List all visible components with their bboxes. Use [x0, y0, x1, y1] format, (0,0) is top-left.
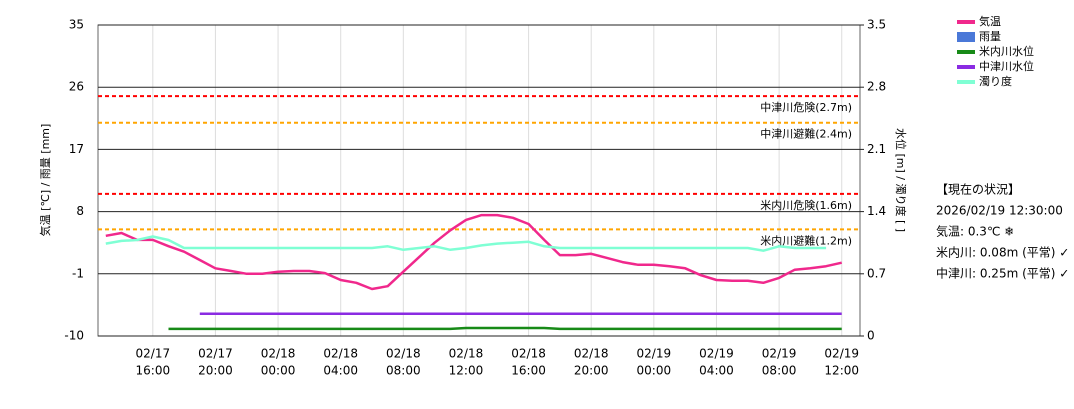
x-tick-label: 08:00 — [386, 364, 421, 378]
x-tick-label: 00:00 — [261, 364, 296, 378]
x-tick-label: 04:00 — [699, 364, 734, 378]
x-tick-label: 16:00 — [511, 364, 546, 378]
threshold-label: 米内川危険(1.6m) — [760, 198, 852, 212]
x-tick-label: 02/18 — [449, 347, 484, 361]
y-tick-label: 35 — [69, 18, 84, 32]
status-line: 【現在の状況】 — [936, 182, 1020, 197]
y2-tick-label: 0 — [867, 329, 875, 343]
x-tick-label: 02/18 — [323, 347, 358, 361]
status-line: 気温: 0.3℃ ❄ — [936, 224, 1014, 239]
legend-label: 濁り度 — [979, 74, 1012, 88]
threshold-label: 中津川危険(2.7m) — [760, 101, 852, 114]
x-tick-label: 02/19 — [762, 347, 797, 361]
series-line — [168, 326, 842, 331]
y-tick-label: 8 — [76, 204, 84, 218]
plot-frame — [97, 24, 861, 337]
x-tick-label: 12:00 — [824, 364, 859, 378]
x-tick-label: 02/18 — [261, 347, 296, 361]
x-tick-label: 20:00 — [574, 364, 609, 378]
y2-tick-label: 0.7 — [867, 266, 886, 280]
y2-tick-label: 2.1 — [867, 142, 886, 156]
series-line — [105, 213, 842, 291]
x-tick-label: 20:00 — [198, 364, 233, 378]
x-tick-label: 08:00 — [762, 364, 797, 378]
x-tick-label: 02/19 — [699, 347, 734, 361]
threshold-label: 中津川避難(2.4m) — [760, 127, 852, 141]
x-tick-label: 00:00 — [637, 364, 672, 378]
legend-label: 米内川水位 — [979, 44, 1034, 58]
y2-axis-label: 水位 [m] / 濁り度 [ ] — [894, 128, 908, 232]
x-tick-label: 02/17 — [198, 347, 233, 361]
status-line: 2026/02/19 12:30:00 — [936, 204, 1063, 218]
x-tick-label: 02/18 — [574, 347, 609, 361]
y2-tick-label: 2.8 — [867, 80, 886, 94]
y2-tick-label: 3.5 — [867, 18, 886, 32]
x-tick-label: 02/17 — [136, 347, 171, 361]
x-tick-label: 04:00 — [323, 364, 358, 378]
status-line: 中津川: 0.25m (平常) ✓ — [936, 266, 1069, 281]
y-axis-label: 気温 [℃] / 雨量 [mm] — [38, 124, 52, 237]
x-tick-label: 16:00 — [136, 364, 171, 378]
x-tick-label: 12:00 — [449, 364, 484, 378]
threshold-label: 米内川避難(1.2m) — [760, 233, 852, 247]
y-tick-label: -1 — [72, 266, 84, 280]
legend-label: 雨量 — [979, 30, 1001, 43]
x-tick-label: 02/18 — [511, 347, 546, 361]
x-tick-label: 02/19 — [637, 347, 672, 361]
x-tick-label: 02/18 — [386, 347, 421, 361]
y-tick-label: 17 — [69, 142, 84, 156]
legend-label: 中津川水位 — [979, 59, 1034, 73]
x-tick-label: 02/19 — [824, 347, 859, 361]
y-tick-label: 26 — [69, 80, 84, 94]
y-tick-label: -10 — [64, 329, 84, 343]
status-line: 米内川: 0.08m (平常) ✓ — [936, 246, 1069, 260]
legend-label: 気温 — [979, 14, 1001, 28]
y2-tick-label: 1.4 — [867, 204, 886, 218]
series-line — [105, 235, 827, 252]
legend-swatch — [957, 32, 975, 42]
